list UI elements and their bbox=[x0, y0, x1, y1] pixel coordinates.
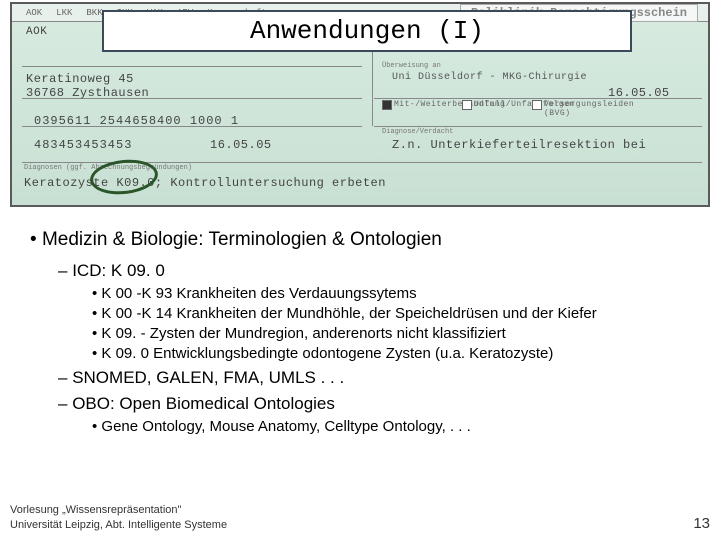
checkbox-icon bbox=[532, 100, 542, 110]
checkbox-icon bbox=[382, 100, 392, 110]
bullet-lvl2: OBO: Open Biomedical Ontologies bbox=[58, 394, 698, 414]
label: Überweisung an bbox=[382, 62, 441, 70]
diag-text: Z.n. Unterkieferteilresektion bei bbox=[392, 138, 646, 152]
label: Diagnose/Verdacht bbox=[382, 128, 453, 136]
address-line: Keratinoweg 45 bbox=[26, 72, 134, 86]
bullet-lvl1: Medizin & Biologie: Terminologien & Onto… bbox=[30, 229, 698, 251]
slide-title: Anwendungen (I) bbox=[102, 10, 632, 52]
diag-code: 483453453453 bbox=[34, 138, 132, 152]
bullet-lvl3: K 00 -K 14 Krankheiten der Mundhöhle, de… bbox=[92, 305, 698, 322]
bullet-lvl3: K 00 -K 93 Krankheiten des Verdauungssyt… bbox=[92, 285, 698, 302]
bullet-lvl3: K 09. - Zysten der Mundregion, anderenor… bbox=[92, 325, 698, 342]
auftrag-text: Keratozyste K09.0; Kontrolluntersuchung … bbox=[24, 176, 386, 190]
institution: Uni Düsseldorf - MKG-Chirurgie bbox=[392, 72, 587, 83]
page-number: 13 bbox=[693, 515, 710, 532]
bullet-lvl3: K 09. 0 Entwicklungsbedingte odontogene … bbox=[92, 345, 698, 362]
checkbox-icon bbox=[462, 100, 472, 110]
date: 16.05.05 bbox=[608, 86, 670, 100]
slide-footer: Vorlesung „Wissensrepräsentation" Univer… bbox=[10, 503, 710, 532]
form-image: AOK LKK BKK IKK VAK AEV Knappschaft Poli… bbox=[10, 2, 710, 207]
bullet-lvl2: ICD: K 09. 0 bbox=[58, 261, 698, 281]
tab: AOK bbox=[26, 8, 42, 18]
id-numbers: 0395611 2544658400 1000 1 bbox=[34, 114, 239, 128]
diag-date: 16.05.05 bbox=[210, 138, 272, 152]
bullet-lvl3: Gene Ontology, Mouse Anatomy, Celltype O… bbox=[92, 418, 698, 435]
slide-body: Medizin & Biologie: Terminologien & Onto… bbox=[0, 207, 720, 435]
tab: LKK bbox=[56, 8, 72, 18]
footer-line: Universität Leipzig, Abt. Intelligente S… bbox=[10, 518, 227, 532]
tab: BKK bbox=[86, 8, 102, 18]
address-line: 36768 Zysthausen bbox=[26, 86, 149, 100]
checkbox-row: Mit-/Weiterbehandlung Unfall/Unfallfolge… bbox=[382, 100, 614, 118]
bullet-lvl2: SNOMED, GALEN, FMA, UMLS . . . bbox=[58, 368, 698, 388]
insurer: AOK bbox=[26, 26, 47, 38]
footer-line: Vorlesung „Wissensrepräsentation" bbox=[10, 503, 227, 517]
